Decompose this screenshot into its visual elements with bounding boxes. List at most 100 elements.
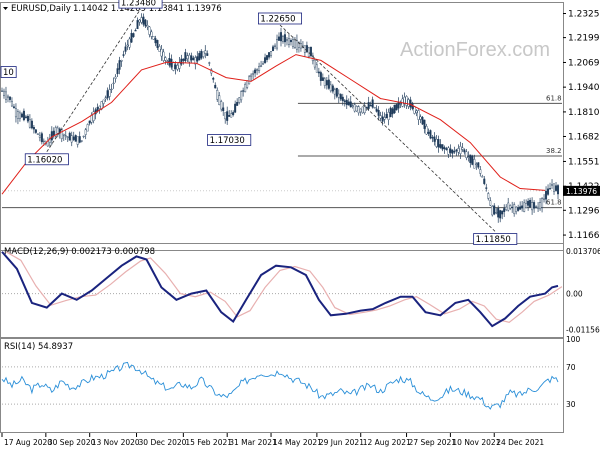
rsi-y-label: 100 [566,335,581,344]
candle-body [325,80,328,86]
candle-body [539,202,542,210]
candle-body [483,178,486,184]
candle-body [200,50,203,59]
candle-body [232,112,235,116]
candle-body [295,39,298,50]
candle-body [425,126,428,135]
candle-body [228,115,231,117]
candle-body [531,202,534,211]
candle-body [357,106,360,114]
price-label: 1.11850 [476,235,511,245]
candle-body [429,130,432,139]
candle-body [449,148,452,153]
moving-average-line [1,54,546,195]
candle-body [108,89,111,97]
candle-body [8,96,11,100]
candle-body [24,116,27,118]
candle-body [98,105,101,109]
candle-body [453,151,456,153]
candle-body [485,187,488,189]
candle-body [511,206,514,209]
candle-body [264,57,267,63]
candle-body [491,206,494,216]
candle-body [473,159,476,169]
candle-body [26,115,29,122]
candle-body [501,210,504,215]
candle-body [367,102,370,109]
candle-body [32,127,35,130]
candle-body [315,64,318,73]
candle-body [268,52,271,58]
candle-body [499,210,502,219]
x-tick-label: 24 Dec 2021 [496,438,544,447]
candle-body [385,114,388,119]
price-label: 1.22650 [260,14,295,24]
candle-body [6,95,9,98]
candle-body [327,79,330,89]
candle-body [517,207,520,211]
price-label-box [207,134,252,146]
candle-body [373,107,376,109]
candle-body [224,112,227,120]
candle-body [30,120,33,129]
candle-body [280,32,283,42]
candle-body [443,147,446,150]
candle-body [68,132,71,141]
macd-signal-line [5,251,563,323]
macd-y-label: 0.00 [566,290,583,299]
candle-body [557,185,560,195]
x-tick-label: 27 Sep 2021 [409,438,457,447]
candle-body [381,116,384,122]
candle-body [176,65,179,70]
candle-body [150,31,153,37]
candle-body [160,48,163,57]
candle-body [1,90,4,92]
candle-body [144,19,147,27]
watermark: ActionForex.com [400,39,550,61]
candle-body [281,36,284,42]
candle-body [467,156,470,158]
candle-body [389,107,392,118]
candle-body [262,63,265,65]
candle-body [2,90,5,97]
candle-body [305,45,308,53]
candle-body [551,184,554,186]
candle-body [555,185,558,191]
candle-body [303,45,306,53]
candle-body [371,99,374,108]
candle-body [477,162,480,168]
candle-body [106,90,109,99]
candle-body [383,117,386,120]
candle-body [258,66,261,72]
candle-body [146,25,149,28]
candle-body [124,46,127,52]
candle-body [543,198,546,200]
macd-panel [0,243,564,338]
candle-body [351,105,354,107]
candle-body [138,19,141,23]
candle-body [206,53,209,56]
candle-body [164,57,167,61]
candle-body [423,119,426,129]
candle-body [317,71,320,74]
price-label-box [24,153,69,166]
candle-body [220,101,223,110]
candle-body [260,65,263,67]
candle-body [226,111,229,121]
y-tick-label: 1.11665 [568,231,600,241]
candle-body [82,135,85,138]
candle-body [274,45,277,47]
candle-body [40,133,43,143]
current-price-tag [563,185,600,196]
candle-body [218,95,221,105]
collapse-arrow-icon[interactable] [3,7,8,10]
y-tick-label: 1.18105 [568,108,600,118]
candle-body [276,38,279,49]
candle-body [343,100,346,103]
candle-body [20,113,23,118]
candle-body [417,110,420,120]
y-tick-label: 1.16820 [568,132,600,142]
candle-body [475,163,478,165]
candle-body [22,110,25,121]
